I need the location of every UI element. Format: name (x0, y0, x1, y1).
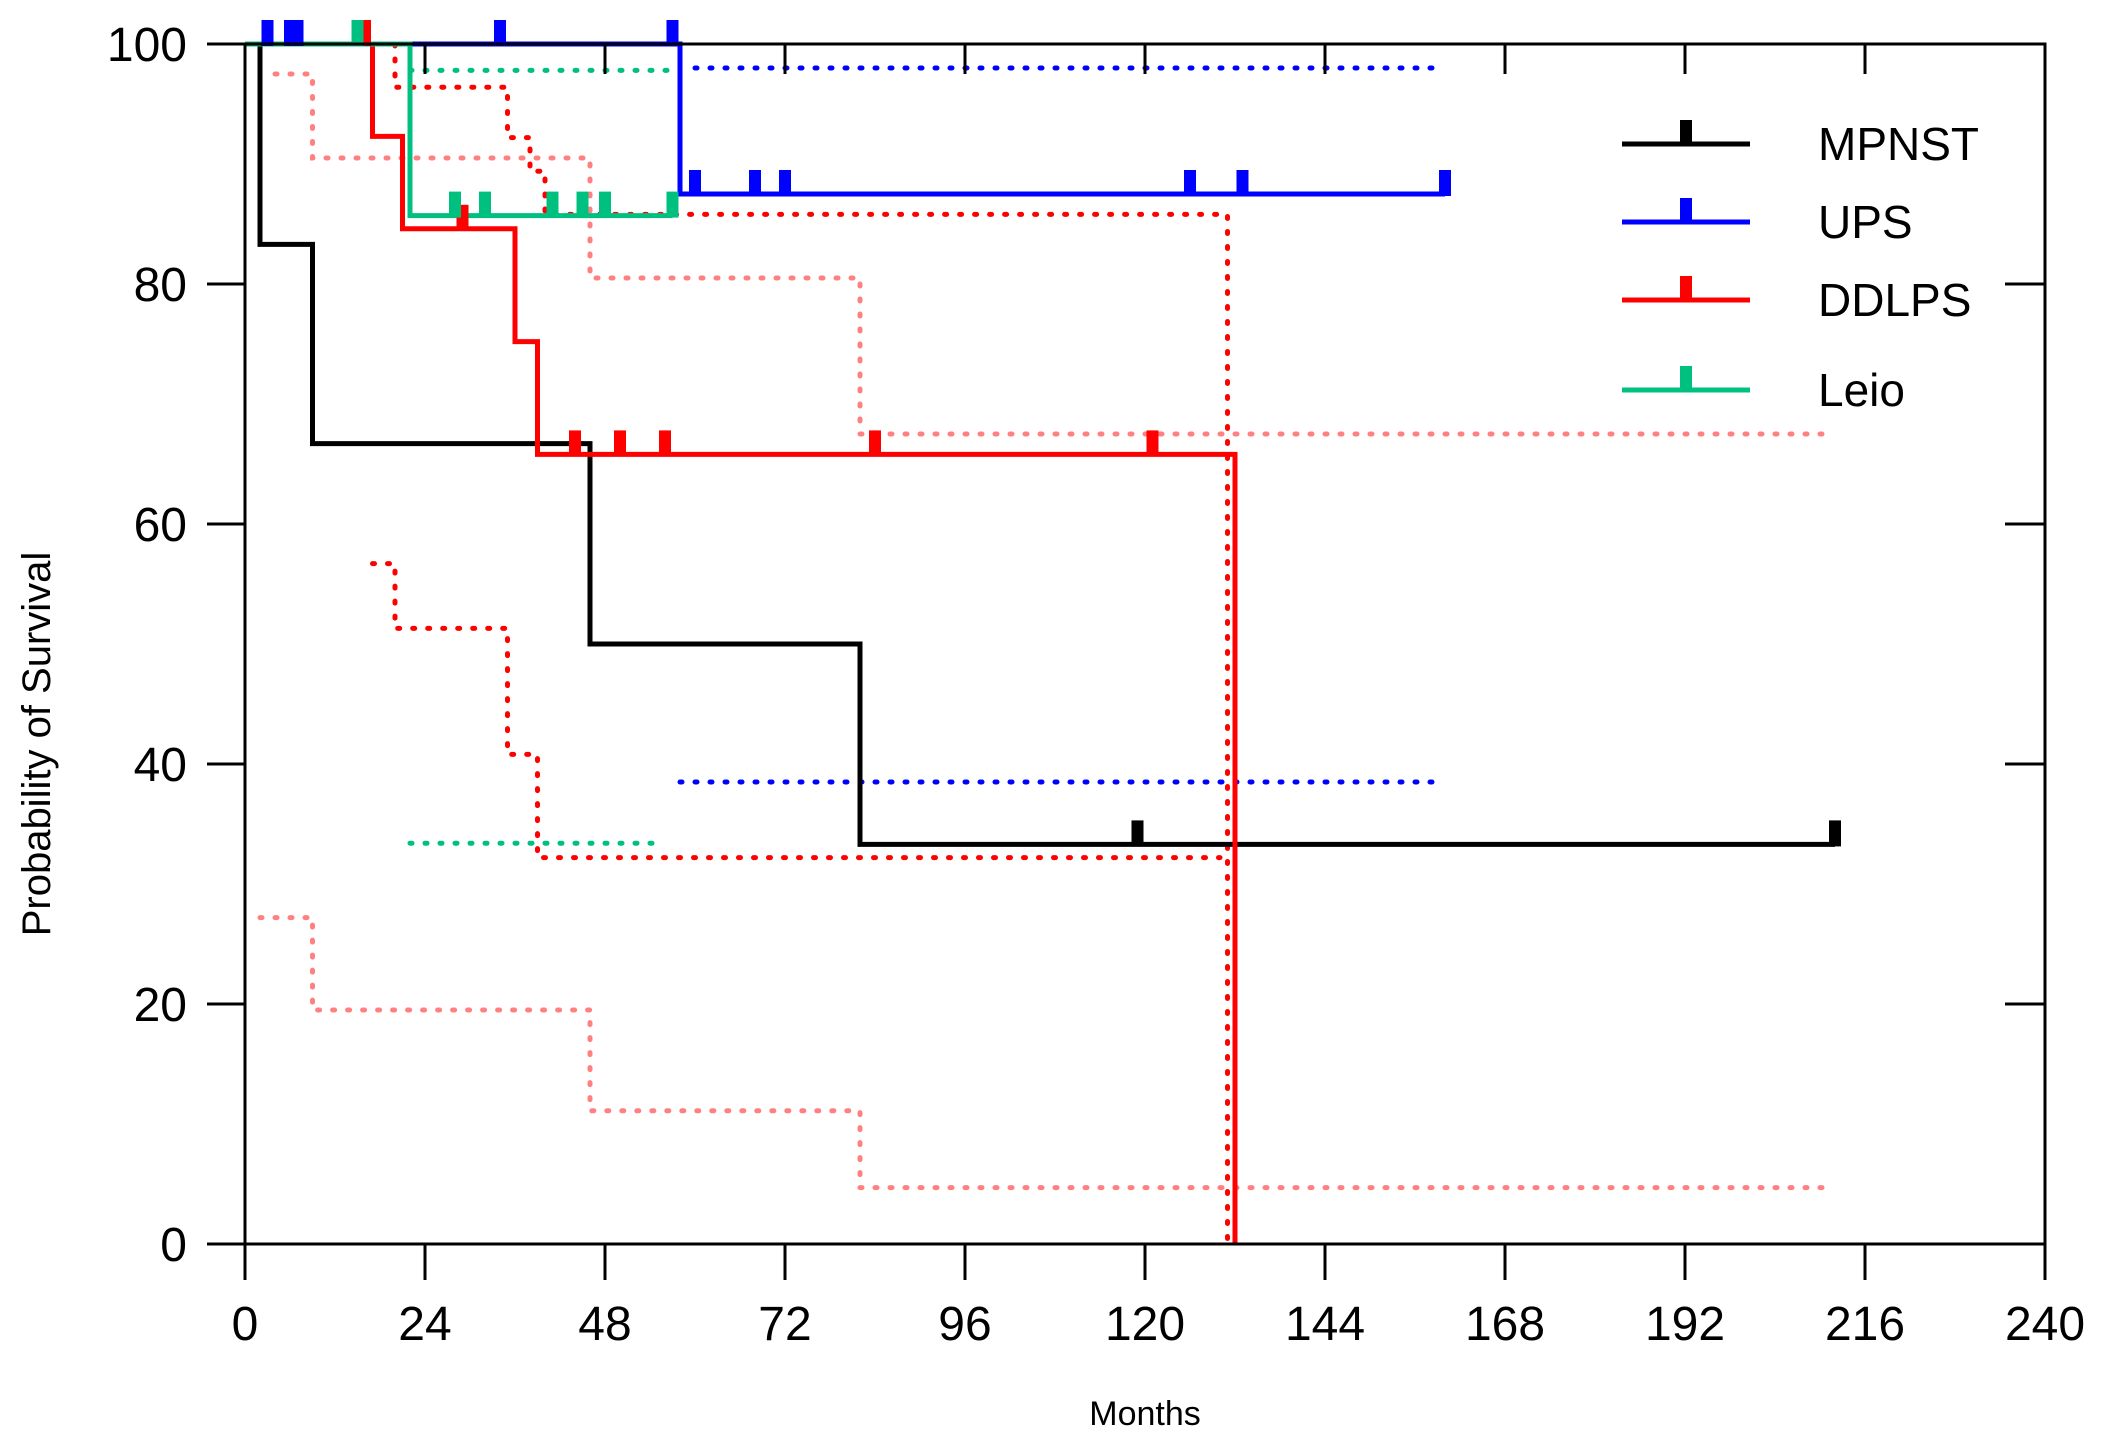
censor-mark-3-5 (599, 191, 611, 218)
censor-mark-1-7 (779, 170, 791, 196)
censor-mark-2-4 (659, 430, 671, 457)
censor-mark-3-6 (666, 191, 679, 218)
censor-mark-1-5 (689, 170, 701, 196)
confidence-intervals (257, 41, 1838, 1247)
censor-mark-2-6 (1146, 430, 1159, 457)
ci-lower-2 (370, 561, 1223, 861)
censor-mark-3-2 (479, 191, 491, 218)
legend: MPNST UPS DDLPS Leio (1622, 118, 1979, 416)
censor-mark-1-3 (494, 20, 506, 46)
curve-2 (245, 41, 1238, 1244)
censor-mark-1-10 (1439, 170, 1451, 196)
legend-label-0: MPNST (1818, 118, 1979, 170)
legend-label-3: Leio (1818, 364, 1905, 416)
legend-censor-1 (1680, 198, 1692, 224)
ci-lower-4 (257, 915, 1838, 1191)
y-axis-title: Probability of Survival (15, 552, 59, 937)
y-tick-label-2: 40 (134, 739, 187, 792)
curve-0 (245, 41, 1835, 847)
x-tick-label-1: 24 (398, 1298, 451, 1351)
legend-censor-0 (1680, 120, 1692, 146)
legend-censor-3 (1680, 366, 1692, 392)
censor-mark-0-1 (1829, 820, 1841, 847)
y-tick-label-4: 80 (134, 259, 187, 312)
censor-mark-3-4 (576, 191, 589, 218)
plot-frame (243, 42, 2047, 1246)
x-tick-label-8: 192 (1645, 1298, 1725, 1351)
censor-mark-2-3 (614, 430, 626, 457)
x-tick-label-4: 96 (938, 1298, 991, 1351)
censor-mark-1-9 (1236, 170, 1249, 196)
censor-mark-3-3 (546, 191, 559, 218)
censor-mark-3-0 (351, 20, 364, 46)
censor-mark-2-2 (569, 430, 581, 457)
x-axis-title: Months (1089, 1395, 1201, 1433)
censor-mark-2-5 (869, 430, 881, 457)
x-tick-label-7: 168 (1465, 1298, 1545, 1351)
censor-mark-1-8 (1184, 170, 1196, 196)
censor-mark-1-2 (291, 20, 304, 46)
ci-upper-2 (377, 41, 1230, 1247)
censor-marks (261, 20, 1841, 847)
x-tick-label-5: 120 (1105, 1298, 1185, 1351)
y-tick-label-1: 20 (134, 979, 187, 1032)
axes: 0 24 48 72 96 120 144 168 192 216 240 0 20 40 60 80 100 (107, 19, 2085, 1351)
censor-mark-0-0 (1131, 820, 1144, 847)
censor-mark-1-4 (666, 20, 679, 46)
legend-censor-2 (1680, 276, 1692, 302)
x-tick-label-0: 0 (232, 1298, 259, 1351)
legend-label-1: UPS (1818, 196, 1913, 248)
survival-curves (245, 41, 1835, 1244)
x-tick-label-9: 216 (1825, 1298, 1905, 1351)
censor-mark-1-0 (261, 20, 274, 46)
x-tick-label-2: 48 (578, 1298, 631, 1351)
y-tick-label-0: 0 (160, 1219, 187, 1272)
censor-mark-3-1 (449, 191, 461, 218)
x-tick-label-3: 72 (758, 1298, 811, 1351)
x-tick-label-6: 144 (1285, 1298, 1365, 1351)
legend-label-2: DDLPS (1818, 274, 1971, 326)
y-tick-label-3: 60 (134, 499, 187, 552)
ci-upper-4 (272, 71, 1838, 437)
y-tick-label-5: 100 (107, 19, 187, 72)
x-tick-label-10: 240 (2005, 1298, 2085, 1351)
censor-mark-1-6 (749, 170, 761, 196)
